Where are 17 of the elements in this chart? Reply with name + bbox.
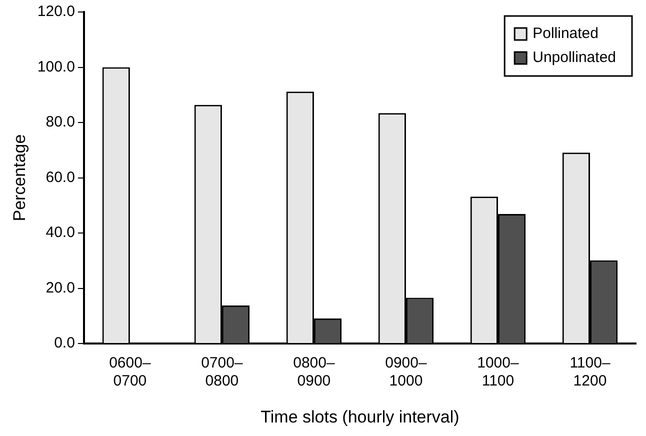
y-tick-label: 40.0 [46,224,75,242]
y-tick-label: 100.0 [37,58,75,76]
x-axis-title: Time slots (hourly interval) [260,407,460,426]
legend-label: Unpollinated [532,49,616,66]
x-tick-label: 0800–0900 [293,354,336,390]
legend-label: Pollinated [532,25,598,42]
x-tick-label: 0900–1000 [385,354,428,390]
y-tick-label: 0.0 [54,334,75,352]
x-tick-label: 0700–0800 [201,354,244,390]
x-tick-label: 1100–1200 [570,354,611,390]
y-tick-label: 20.0 [46,279,75,296]
y-tick-label: 80.0 [46,114,75,131]
x-tick-label: 1000–1100 [477,354,520,390]
y-tick-label: 120.0 [37,3,75,20]
y-axis-title: Percentage [10,134,29,222]
x-tick-label: 0600–0700 [109,354,152,390]
y-tick-label: 60.0 [46,168,75,186]
